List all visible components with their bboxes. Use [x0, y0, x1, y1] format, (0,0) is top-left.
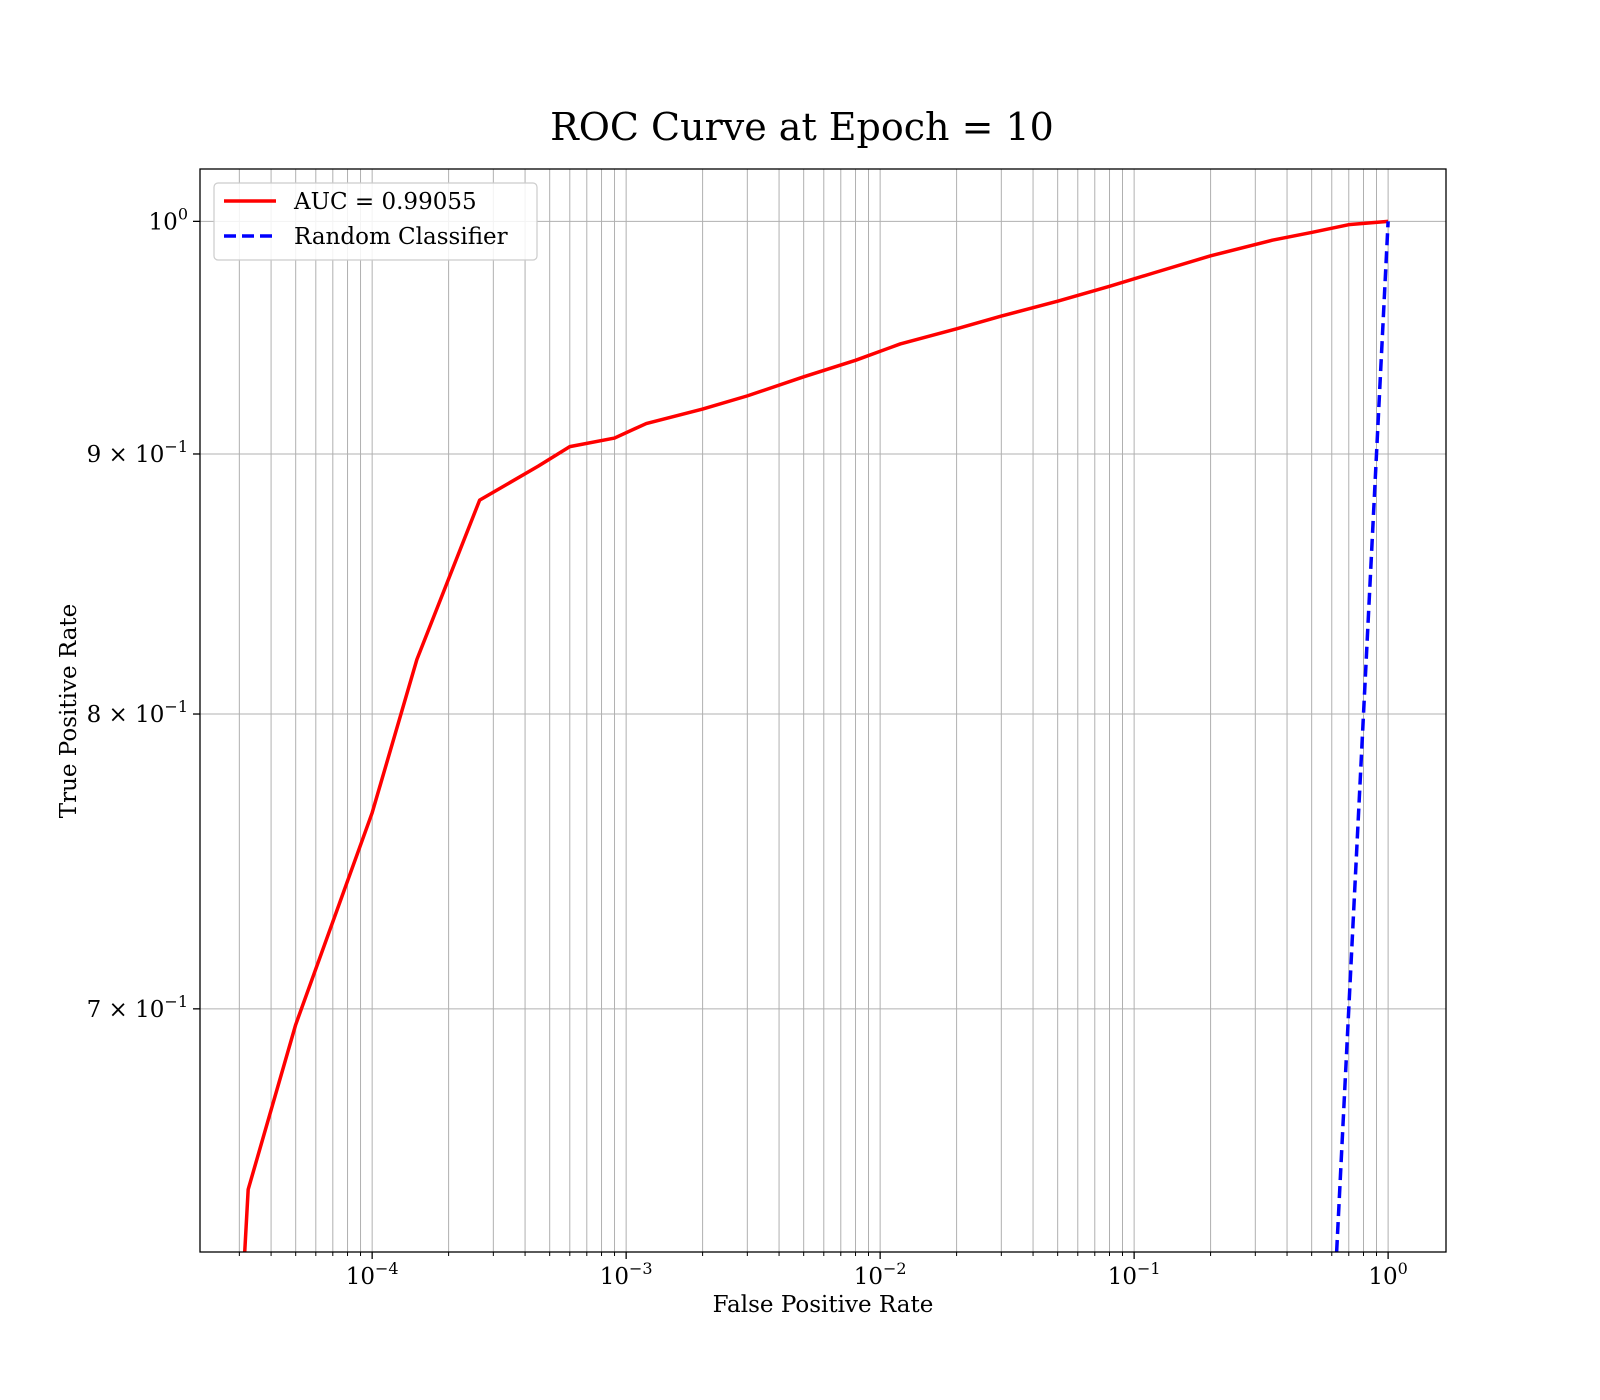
legend: AUC = 0.99055 Random Classifier — [213, 182, 538, 261]
chart-title: ROC Curve at Epoch = 10 — [550, 105, 1054, 149]
x-tick-label: 10−1 — [1108, 1259, 1161, 1290]
y-tick-label: 7 × 10−1 — [87, 992, 188, 1023]
plot-frame — [199, 168, 1447, 1253]
x-tick-label: 100 — [1368, 1259, 1407, 1290]
series-group — [242, 219, 1390, 1252]
x-axis-label: False Positive Rate — [713, 1292, 934, 1318]
x-tick-label: 10−2 — [854, 1259, 907, 1290]
legend-box — [213, 182, 538, 261]
y-tick-label: 8 × 10−1 — [87, 697, 188, 728]
x-grid — [238, 169, 1389, 1252]
y-axis-ticks: 100 9 × 10−1 8 × 10−1 7 × 10−1 — [87, 204, 200, 1023]
roc-curve-line — [242, 219, 1389, 1252]
y-tick-label: 9 × 10−1 — [87, 437, 188, 468]
y-axis-label: True Positive Rate — [56, 604, 82, 819]
x-tick-label: 10−3 — [600, 1259, 653, 1290]
x-axis-ticks: 10−4 10−3 10−2 10−1 100 — [238, 1252, 1408, 1290]
legend-label-random: Random Classifier — [294, 224, 508, 250]
legend-label-auc: AUC = 0.99055 — [293, 189, 477, 215]
random-classifier-line — [1334, 221, 1390, 1252]
x-tick-label: 10−4 — [346, 1259, 399, 1290]
y-tick-label: 100 — [149, 204, 188, 235]
